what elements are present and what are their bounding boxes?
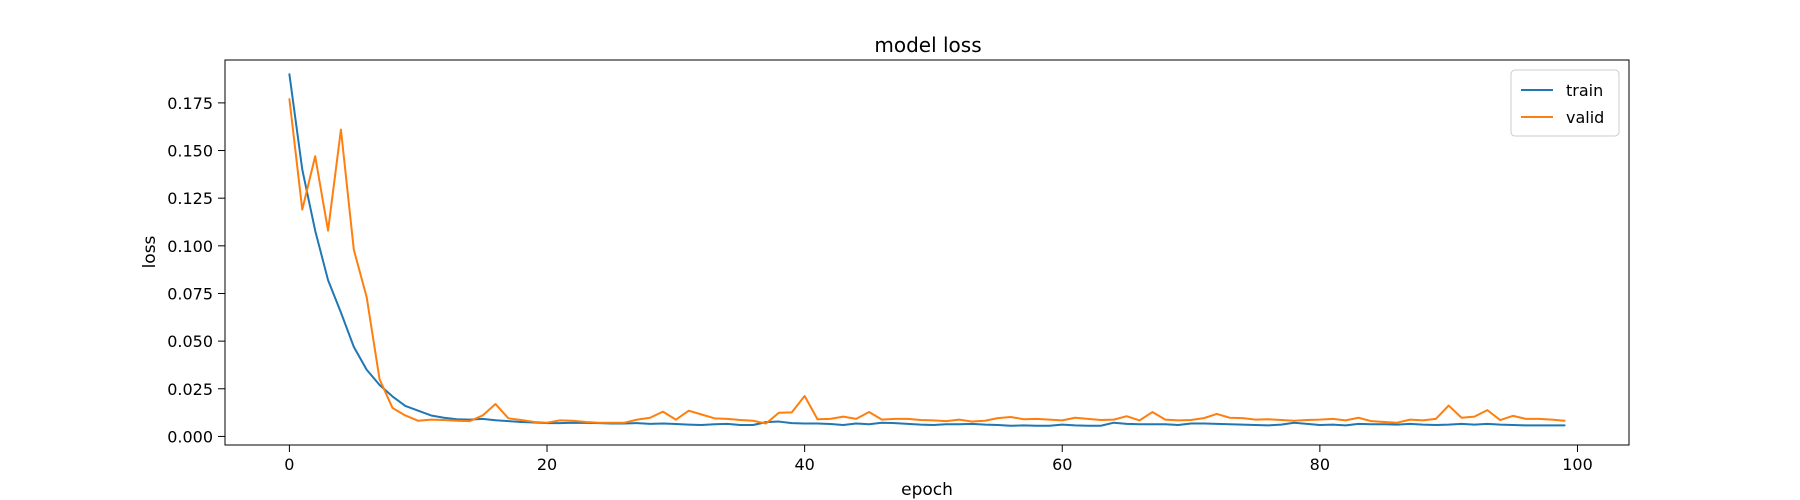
- series-line-valid: [288, 98, 1566, 425]
- legend-label-train: train: [1566, 81, 1603, 100]
- y-tick-label: 0.075: [167, 284, 213, 303]
- legend-label-valid: valid: [1566, 108, 1604, 127]
- x-axis: 0 20 40 60 80 100: [284, 445, 1593, 474]
- x-tick-label: 0: [284, 455, 294, 474]
- x-tick-label: 40: [794, 455, 814, 474]
- plot-background: [225, 60, 1629, 445]
- x-tick-label: 100: [1562, 455, 1593, 474]
- legend: train valid: [1510, 69, 1620, 137]
- plot-frame: [224, 59, 1630, 446]
- series-line-train: [288, 73, 1566, 427]
- y-tick-label: 0.100: [167, 237, 213, 256]
- y-tick-label: 0.025: [167, 380, 213, 399]
- legend-box: [1510, 69, 1620, 137]
- y-tick-label: 0.125: [167, 189, 213, 208]
- x-tick-label: 80: [1310, 455, 1330, 474]
- x-axis-label: epoch: [901, 480, 953, 500]
- y-tick-label: 0.175: [167, 94, 213, 113]
- x-tick-label: 20: [537, 455, 557, 474]
- plot-area: [225, 60, 1629, 445]
- y-axis-label: loss: [140, 235, 160, 268]
- y-axis: 0.000 0.025 0.050 0.075 0.100 0.125 0.150 0.175: [167, 94, 225, 446]
- y-tick-label: 0.150: [167, 142, 213, 161]
- series-layer: [288, 73, 1566, 427]
- y-tick-label: 0.050: [167, 332, 213, 351]
- y-tick-label: 0.000: [167, 427, 213, 446]
- x-tick-label: 60: [1052, 455, 1072, 474]
- chart-title: model loss: [874, 33, 981, 57]
